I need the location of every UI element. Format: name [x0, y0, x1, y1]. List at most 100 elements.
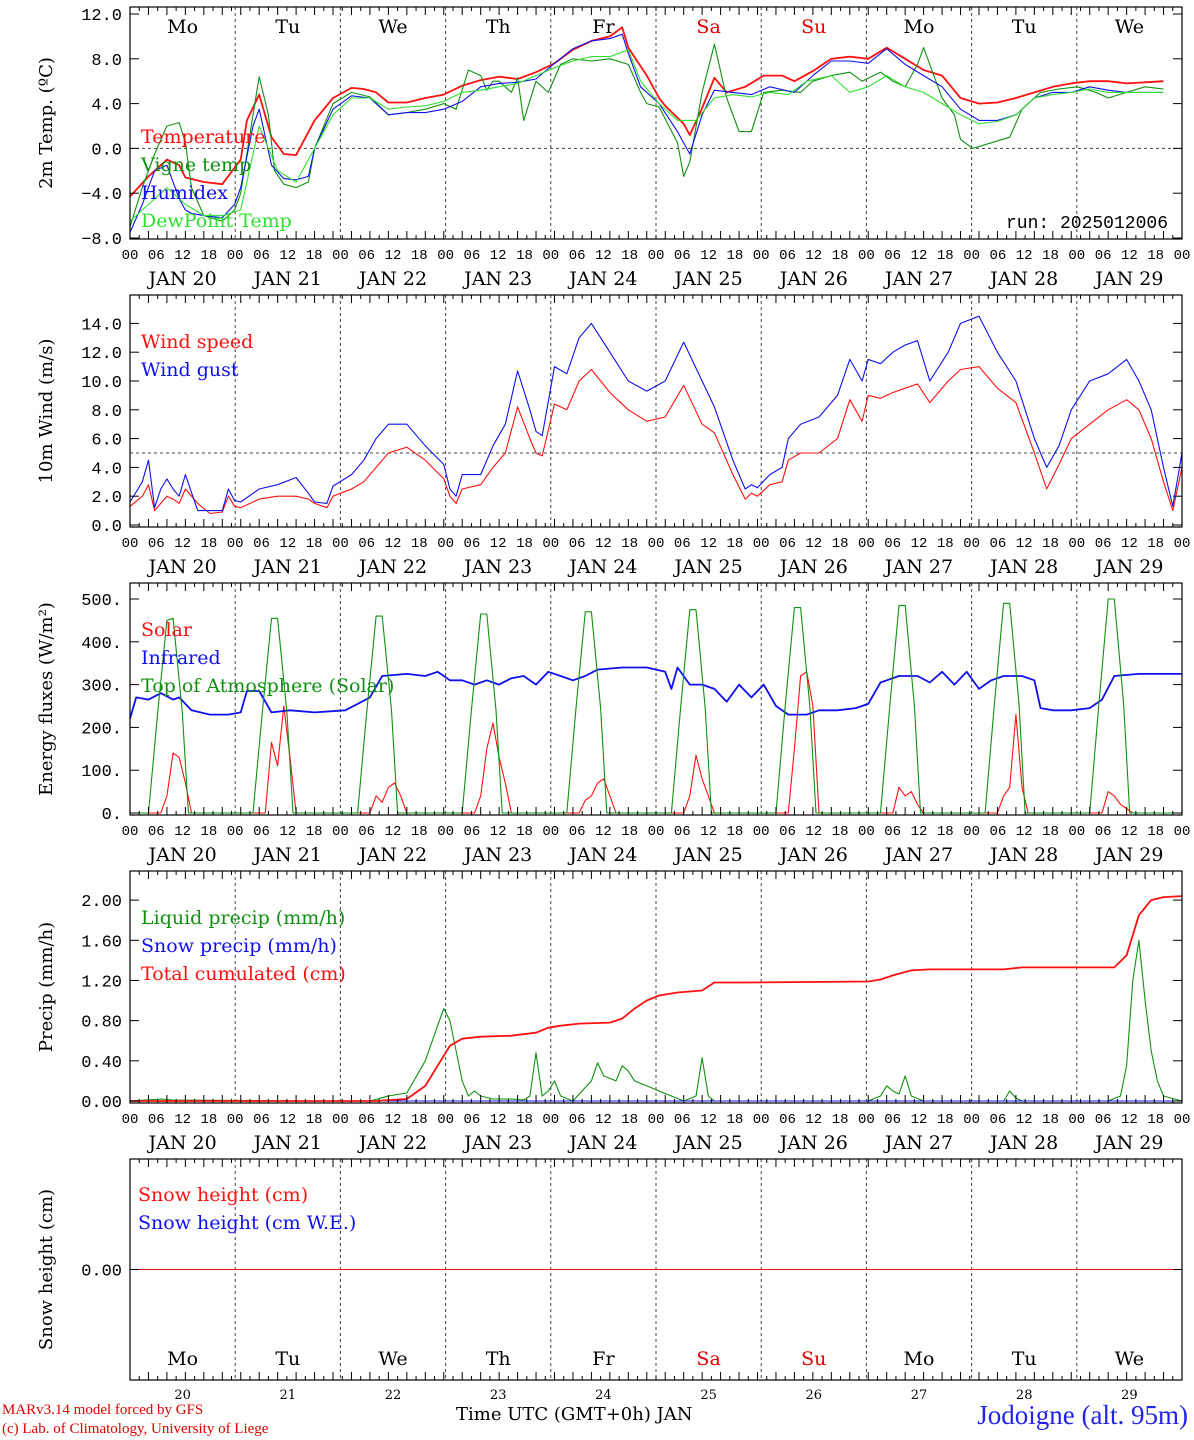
- y-tick-label: 12.0: [81, 7, 122, 26]
- y-axis-label: Snow height (cm): [36, 1189, 57, 1350]
- hour-tick-label: 12: [174, 1112, 191, 1128]
- hour-tick-label: 18: [411, 248, 428, 264]
- hour-tick-label: 06: [148, 1112, 165, 1128]
- date-label: JAN 29: [1093, 268, 1163, 290]
- hour-tick-label: 18: [411, 536, 428, 552]
- date-label: JAN 27: [883, 1132, 953, 1154]
- hour-tick-label: 00: [122, 536, 139, 552]
- y-tick-label: 8.0: [91, 403, 122, 422]
- hour-tick-label: 12: [385, 536, 402, 552]
- hour-tick-label: 12: [174, 536, 191, 552]
- hour-tick-label: 18: [832, 1112, 849, 1128]
- panel-snow: 0.00 Snow height (cm) Snow height (cm) Snow…: [36, 1158, 1183, 1403]
- hour-tick-label: 18: [516, 248, 533, 264]
- hour-tick-label: 06: [253, 248, 270, 264]
- hour-tick-label: 12: [1016, 1112, 1033, 1128]
- day-number: 26: [806, 1388, 823, 1403]
- hour-tick-label: 18: [621, 536, 638, 552]
- hour-tick-label: 06: [1095, 536, 1112, 552]
- legend-entry: Total cumulated (cm): [141, 963, 346, 985]
- hour-tick-label: 12: [385, 248, 402, 264]
- hour-tick-label: 06: [358, 536, 375, 552]
- hour-tick-label: 06: [358, 824, 375, 840]
- hour-tick-label: 12: [700, 536, 717, 552]
- hour-tick-label: 18: [621, 824, 638, 840]
- legend-entry: Wind gust: [141, 359, 239, 381]
- hour-tick-label: 18: [516, 536, 533, 552]
- hour-tick-label: 06: [253, 536, 270, 552]
- hour-tick-label: 12: [700, 1112, 717, 1128]
- y-tick-label: 1.20: [81, 973, 122, 992]
- day-number: 23: [490, 1388, 507, 1403]
- hour-tick-label: 18: [937, 536, 954, 552]
- hour-tick-label: 00: [753, 1112, 770, 1128]
- hour-tick-label: 18: [1147, 824, 1164, 840]
- hour-tick-label: 18: [1147, 536, 1164, 552]
- hour-tick-label: 12: [805, 1112, 822, 1128]
- legend-entry: Temperature: [141, 126, 265, 148]
- date-label: JAN 24: [567, 844, 637, 866]
- y-tick-label: 1.60: [81, 933, 122, 952]
- hour-tick-label: 00: [1174, 536, 1191, 552]
- hour-tick-label: 12: [595, 824, 612, 840]
- series-temperature: [129, 26, 1164, 198]
- day-name: Fr: [592, 1348, 615, 1370]
- hour-tick-label: 12: [279, 248, 296, 264]
- date-label: JAN 21: [252, 1132, 322, 1154]
- series-vigne-temp: [129, 43, 1164, 227]
- date-label: JAN 21: [252, 556, 322, 578]
- day-name: We: [1115, 1348, 1144, 1370]
- y-tick-label: 6.0: [91, 432, 122, 451]
- hour-tick-label: 00: [542, 824, 559, 840]
- hour-tick-label: 00: [542, 248, 559, 264]
- y-tick-label: −8.0: [81, 231, 122, 250]
- hour-tick-label: 06: [1095, 824, 1112, 840]
- day-name: We: [1115, 16, 1144, 38]
- hour-tick-label: 18: [306, 1112, 323, 1128]
- hour-tick-label: 18: [411, 1112, 428, 1128]
- hour-tick-label: 00: [122, 824, 139, 840]
- hour-tick-label: 18: [832, 248, 849, 264]
- hour-tick-label: 06: [253, 824, 270, 840]
- day-name: Th: [486, 16, 511, 38]
- hour-tick-label: 18: [726, 1112, 743, 1128]
- day-number: 24: [595, 1388, 612, 1403]
- hour-tick-label: 18: [1042, 248, 1059, 264]
- hour-tick-label: 00: [437, 536, 454, 552]
- hour-tick-label: 00: [437, 248, 454, 264]
- hour-tick-label: 00: [963, 1112, 980, 1128]
- hour-tick-label: 12: [1121, 248, 1138, 264]
- hour-tick-label: 06: [674, 248, 691, 264]
- y-axis-label: 10m Wind (m/s): [36, 339, 57, 484]
- hour-tick-label: 12: [805, 248, 822, 264]
- date-label: JAN 23: [462, 556, 532, 578]
- legend-entry: Snow height (cm W.E.): [138, 1212, 356, 1234]
- hour-tick-label: 18: [306, 536, 323, 552]
- hour-tick-label: 12: [595, 1112, 612, 1128]
- y-tick-label: 10.0: [81, 374, 122, 393]
- date-label: JAN 22: [357, 556, 427, 578]
- hour-tick-label: 00: [963, 536, 980, 552]
- hour-tick-label: 00: [648, 824, 665, 840]
- day-number: 25: [700, 1388, 717, 1403]
- date-label: JAN 28: [988, 268, 1058, 290]
- x-axis-title: Time UTC (GMT+0h) JAN: [456, 1404, 693, 1425]
- hour-tick-label: 12: [174, 824, 191, 840]
- hour-tick-label: 00: [858, 248, 875, 264]
- hour-tick-label: 00: [753, 248, 770, 264]
- date-label: JAN 27: [883, 556, 953, 578]
- series-solar: [130, 671, 1182, 814]
- hour-tick-label: 12: [385, 1112, 402, 1128]
- date-label: JAN 24: [567, 1132, 637, 1154]
- panel-flux: 0. 100. 200. 300. 400. 500. Energy fluxes (W/m…: [36, 582, 1190, 866]
- y-axis-label: Energy fluxes (W/m²): [36, 602, 57, 796]
- hour-tick-label: 06: [884, 1112, 901, 1128]
- hour-tick-label: 18: [200, 248, 217, 264]
- date-label: JAN 21: [252, 268, 322, 290]
- hour-tick-label: 18: [1042, 824, 1059, 840]
- hour-tick-label: 06: [569, 824, 586, 840]
- hour-tick-label: 12: [911, 824, 928, 840]
- day-name: We: [378, 1348, 407, 1370]
- hour-tick-label: 18: [726, 536, 743, 552]
